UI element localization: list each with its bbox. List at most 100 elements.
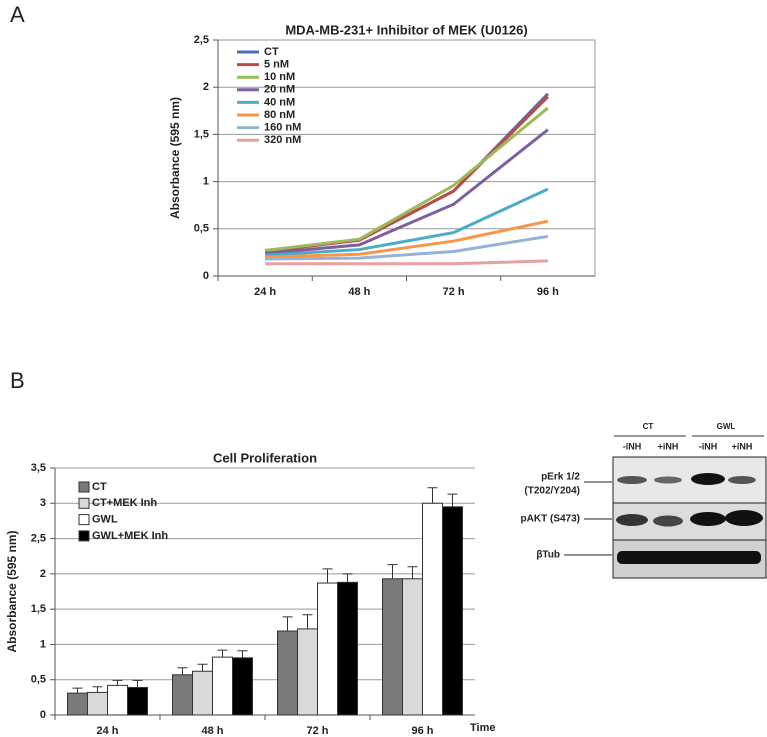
bar (192, 670, 213, 716)
blot-lane: -iNH (623, 441, 642, 451)
legend-label: CT (264, 46, 279, 58)
y-tick-label: 2,5 (31, 532, 46, 544)
y-axis-label: Absorbance (595 nm) (168, 97, 182, 219)
blot-row: pErk 1/2 (541, 472, 580, 483)
legend-label: 160 nM (264, 122, 301, 134)
bar (107, 684, 128, 716)
legend-swatch (78, 497, 90, 509)
legend-label: 40 nM (264, 96, 295, 108)
y-tick-label: 2,5 (194, 34, 209, 46)
bar (277, 630, 298, 716)
bar (382, 578, 403, 716)
legend-swatch (78, 481, 90, 493)
blot-lane: +iNH (732, 441, 753, 451)
blot-group: CT (643, 422, 654, 431)
legend-label: 20 nM (264, 84, 295, 96)
band (617, 476, 647, 484)
band (728, 476, 756, 484)
error-bar (177, 667, 188, 675)
legend-label: 5 nM (264, 59, 289, 71)
bar (127, 686, 148, 716)
legend-label: GWL+MEK Inh (92, 530, 168, 542)
band (617, 551, 761, 564)
error-bar (282, 616, 293, 632)
bar (402, 578, 423, 716)
blot-lane: -iNH (699, 441, 718, 451)
chart-title: Cell Proliferation (213, 450, 317, 465)
bar (172, 674, 193, 716)
line (264, 92, 549, 253)
western-blot: CT GWL -iNH +iNH -iNH +iNH pErk 1/2 (T20… (521, 422, 767, 579)
bar (317, 582, 338, 716)
bar (442, 506, 463, 716)
y-tick-label: 0,5 (194, 223, 209, 235)
chart-title: MDA-MB-231+ Inhibitor of MEK (U0126) (285, 22, 527, 37)
legend-label: CT (92, 481, 107, 493)
panel-label: B (10, 368, 25, 393)
band (691, 473, 725, 485)
error-bar (447, 493, 458, 507)
panel-label: A (10, 2, 25, 27)
y-tick-label: 3 (40, 497, 46, 509)
band (654, 476, 682, 484)
legend-label: GWL (92, 514, 118, 526)
error-bar (407, 566, 418, 579)
x-tick-label: 24 h (254, 286, 276, 298)
legend-label: 320 nM (264, 134, 301, 146)
bar (212, 656, 233, 716)
bar (422, 502, 443, 716)
error-bar (237, 650, 248, 658)
blot-row: βTub (536, 550, 560, 561)
legend-label: CT+MEK Inh (92, 497, 157, 509)
y-tick-label: 2 (40, 568, 46, 580)
y-tick-label: 2 (203, 81, 209, 93)
error-bar (322, 568, 333, 584)
band (725, 510, 763, 526)
blot-group: GWL (717, 422, 736, 431)
legend-label: 80 nM (264, 109, 295, 121)
band (653, 515, 683, 527)
x-tick-label: 48 h (348, 286, 370, 298)
x-tick-label: 96 h (411, 725, 433, 737)
y-tick-label: 1,5 (31, 603, 46, 615)
legend-swatch (78, 514, 90, 526)
error-bar (342, 573, 353, 583)
y-tick-label: 1 (203, 176, 209, 188)
y-tick-label: 3,5 (31, 462, 46, 474)
error-bar (427, 487, 438, 504)
legend-swatch (78, 530, 90, 542)
line (265, 219, 549, 259)
error-bar (112, 679, 123, 686)
error-bar (302, 614, 313, 629)
line (265, 187, 549, 257)
line (264, 128, 549, 255)
bar (87, 691, 108, 716)
bar (232, 657, 253, 716)
legend-label: 10 nM (264, 71, 295, 83)
line (265, 259, 548, 266)
bar (297, 628, 318, 716)
x-tick-label: 48 h (201, 725, 223, 737)
band (690, 512, 726, 526)
bar (67, 692, 88, 716)
bar (337, 581, 358, 716)
band (616, 514, 648, 526)
x-axis-label: Time (470, 722, 495, 734)
y-tick-label: 0 (40, 709, 46, 721)
x-tick-label: 96 h (537, 286, 559, 298)
blot-row: pAKT (S473) (521, 514, 580, 525)
x-tick-label: 72 h (443, 286, 465, 298)
error-bar (72, 687, 83, 694)
y-tick-label: 1 (40, 638, 46, 650)
y-tick-label: 1,5 (194, 128, 209, 140)
line (264, 95, 549, 253)
line (264, 106, 549, 253)
error-bar (197, 663, 208, 672)
blot-row: (T202/Y204) (524, 486, 580, 497)
error-bar (132, 679, 143, 688)
error-bar (92, 686, 103, 693)
y-tick-label: 0,5 (31, 674, 46, 686)
y-tick-label: 0 (203, 270, 209, 282)
error-bar (217, 649, 228, 658)
